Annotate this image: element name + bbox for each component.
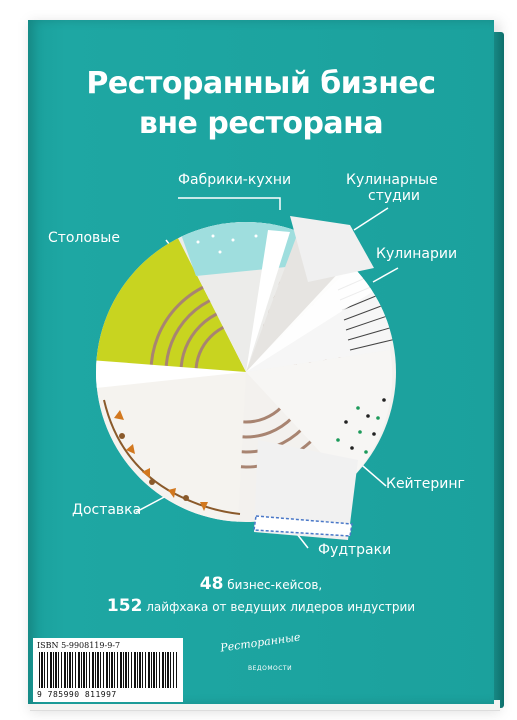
label-fudtraki: Фудтраки [318,542,392,558]
label-dostavka: Доставка [72,502,142,518]
ean-number: 9 785990 811997 [37,690,117,699]
title-line-1: Ресторанный бизнес [86,66,436,101]
barcode-block: ISBN 5-9908119-9-7 9 785990 811997 [33,638,183,702]
publisher-logo-line3: ВЕДОМОСТИ [248,665,293,672]
slice-dostavka [96,372,246,522]
publisher-logo-line1: Ресторанные [219,630,302,655]
label-kulinarii: Кулинарии [376,246,458,262]
book-pages-edge [30,700,500,711]
label-stolovye: Столовые [48,230,120,246]
book-spine-edge [492,32,504,708]
leader-line-fabriki [178,197,281,210]
label-studii-line1: Кулинарные [346,172,438,188]
leader-line-kulinarii [372,267,399,283]
slice-fudtraki [254,440,358,540]
leader-line-dostavka [135,494,169,513]
subtitle-line-2: 152 лайфхака от ведущих лидеров индустри… [28,596,494,616]
subtitle-text-2: лайфхака от ведущих лидеров индустрии [146,600,416,614]
subtitle-line-1: 48 бизнес-кейсов, [28,574,494,594]
subtitle-number-2: 152 [106,596,143,616]
slice-keitering [246,350,393,482]
label-studii-line2: студии [368,188,421,204]
label-keitering: Кейтеринг [386,476,465,492]
isbn-text: ISBN 5-9908119-9-7 [37,641,121,650]
publisher-logo: Ресторанные ВЕДОМОСТИ [219,630,320,684]
leader-line-studii [353,207,389,231]
subtitle-number-1: 48 [199,574,224,594]
plate-illustration [96,197,399,549]
barcode-bars [39,652,177,688]
subtitle-text-1: бизнес-кейсов, [227,578,323,592]
book-cover: Ресторанный бизнес вне ресторана [28,20,494,704]
title-line-2: вне ресторана [138,106,384,141]
label-fabriki: Фабрики-кухни [178,172,292,188]
